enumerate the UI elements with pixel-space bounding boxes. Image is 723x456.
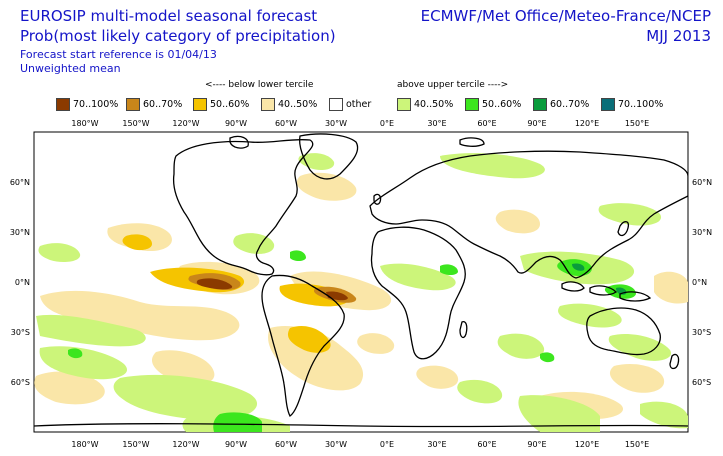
lon-label: 150°W bbox=[122, 440, 149, 449]
title-right-2: MJJ 2013 bbox=[646, 27, 711, 45]
lat-label: 60°S bbox=[11, 378, 30, 387]
lon-label: 90°E bbox=[527, 119, 546, 128]
lon-label: 180°W bbox=[71, 119, 98, 128]
coastlines bbox=[34, 133, 688, 428]
legend-item: 60..70% bbox=[533, 98, 589, 111]
legend-swatch bbox=[397, 98, 411, 111]
lon-label: 150°E bbox=[625, 119, 649, 128]
legend-label: 40..50% bbox=[278, 99, 318, 110]
lon-label: 120°W bbox=[172, 119, 199, 128]
lon-label: 60°W bbox=[275, 440, 297, 449]
legend-label: 50..60% bbox=[210, 99, 250, 110]
legend-item: 40..50% bbox=[261, 98, 317, 111]
legend-swatch bbox=[261, 98, 275, 111]
lon-label: 30°W bbox=[325, 119, 347, 128]
lon-labels-top: 180°W 150°W 120°W 90°W 60°W 30°W 0°E 30°… bbox=[71, 119, 649, 128]
lon-label: 150°W bbox=[122, 119, 149, 128]
lon-label: 120°E bbox=[575, 119, 599, 128]
lon-label: 180°W bbox=[71, 440, 98, 449]
legend-label: 60..70% bbox=[143, 99, 183, 110]
title-right-1: ECMWF/Met Office/Meteo-France/NCEP bbox=[420, 7, 711, 25]
legend-label: 70..100% bbox=[618, 99, 664, 110]
lat-label: 60°N bbox=[10, 178, 30, 187]
legend-swatch bbox=[193, 98, 207, 111]
subtitle-1: Forecast start reference is 01/04/13 bbox=[20, 48, 217, 61]
legend-label: other bbox=[346, 99, 372, 110]
lat-label: 60°S bbox=[692, 378, 711, 387]
lat-label: 60°N bbox=[692, 178, 712, 187]
lon-label: 60°E bbox=[477, 119, 496, 128]
legend-item: 70..100% bbox=[601, 98, 663, 111]
above-40-50-areas bbox=[36, 153, 688, 432]
lon-label: 120°E bbox=[575, 440, 599, 449]
title-left-2: Prob(most likely category of precipitati… bbox=[20, 27, 336, 45]
legend-swatch bbox=[56, 98, 70, 111]
lat-label: 0°N bbox=[692, 278, 707, 287]
legend-item: 70..100% bbox=[56, 98, 118, 111]
legend-item: 40..50% bbox=[397, 98, 453, 111]
legend-item: other bbox=[329, 98, 371, 111]
lon-label: 60°W bbox=[275, 119, 297, 128]
lon-label: 90°W bbox=[225, 440, 247, 449]
lon-label: 30°E bbox=[427, 119, 446, 128]
lon-label: 150°E bbox=[625, 440, 649, 449]
legend-swatch bbox=[465, 98, 479, 111]
lon-label: 90°W bbox=[225, 119, 247, 128]
legend-label: 50..60% bbox=[482, 99, 522, 110]
legend-swatch bbox=[601, 98, 615, 111]
lon-label: 60°E bbox=[477, 440, 496, 449]
subtitle-2: Unweighted mean bbox=[20, 62, 121, 75]
legend-hint: <---- below lower tercile above upper te… bbox=[0, 80, 723, 94]
forecast-map: 180°W 150°W 120°W 90°W 60°W 30°W 0°E 30°… bbox=[10, 119, 712, 449]
legend-swatch bbox=[126, 98, 140, 111]
legend-label: 40..50% bbox=[414, 99, 454, 110]
lat-label: 0°N bbox=[15, 278, 30, 287]
title-left-1: EUROSIP multi-model seasonal forecast bbox=[20, 7, 318, 25]
legend-swatch bbox=[533, 98, 547, 111]
lat-label: 30°N bbox=[692, 228, 712, 237]
lat-label: 30°S bbox=[11, 328, 30, 337]
lat-label: 30°N bbox=[10, 228, 30, 237]
lon-label: 30°E bbox=[427, 440, 446, 449]
legend-item: 60..70% bbox=[126, 98, 182, 111]
hint-below: <---- below lower tercile bbox=[205, 80, 314, 90]
hint-above: above upper tercile ----> bbox=[397, 80, 509, 90]
lon-label: 30°W bbox=[325, 440, 347, 449]
lon-label: 120°W bbox=[172, 440, 199, 449]
lon-labels-bottom: 180°W 150°W 120°W 90°W 60°W 30°W 0°E 30°… bbox=[71, 440, 649, 449]
legend: 70..100% 60..70% 50..60% 40..50% other 4… bbox=[0, 98, 723, 112]
legend-label: 60..70% bbox=[550, 99, 590, 110]
lon-label: 0°E bbox=[380, 119, 394, 128]
lon-label: 0°E bbox=[380, 440, 394, 449]
lat-label: 30°S bbox=[692, 328, 711, 337]
legend-swatch bbox=[329, 98, 343, 111]
legend-label: 70..100% bbox=[73, 99, 119, 110]
legend-item: 50..60% bbox=[465, 98, 521, 111]
legend-item: 50..60% bbox=[193, 98, 249, 111]
lon-label: 90°E bbox=[527, 440, 546, 449]
lat-labels-right: 60°N 30°N 0°N 30°S 60°S bbox=[692, 178, 712, 387]
lat-labels-left: 60°N 30°N 0°N 30°S 60°S bbox=[10, 178, 30, 387]
